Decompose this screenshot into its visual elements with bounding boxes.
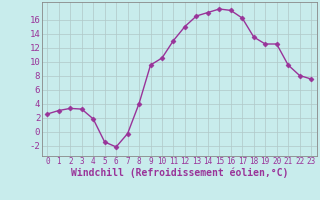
X-axis label: Windchill (Refroidissement éolien,°C): Windchill (Refroidissement éolien,°C) bbox=[70, 168, 288, 178]
